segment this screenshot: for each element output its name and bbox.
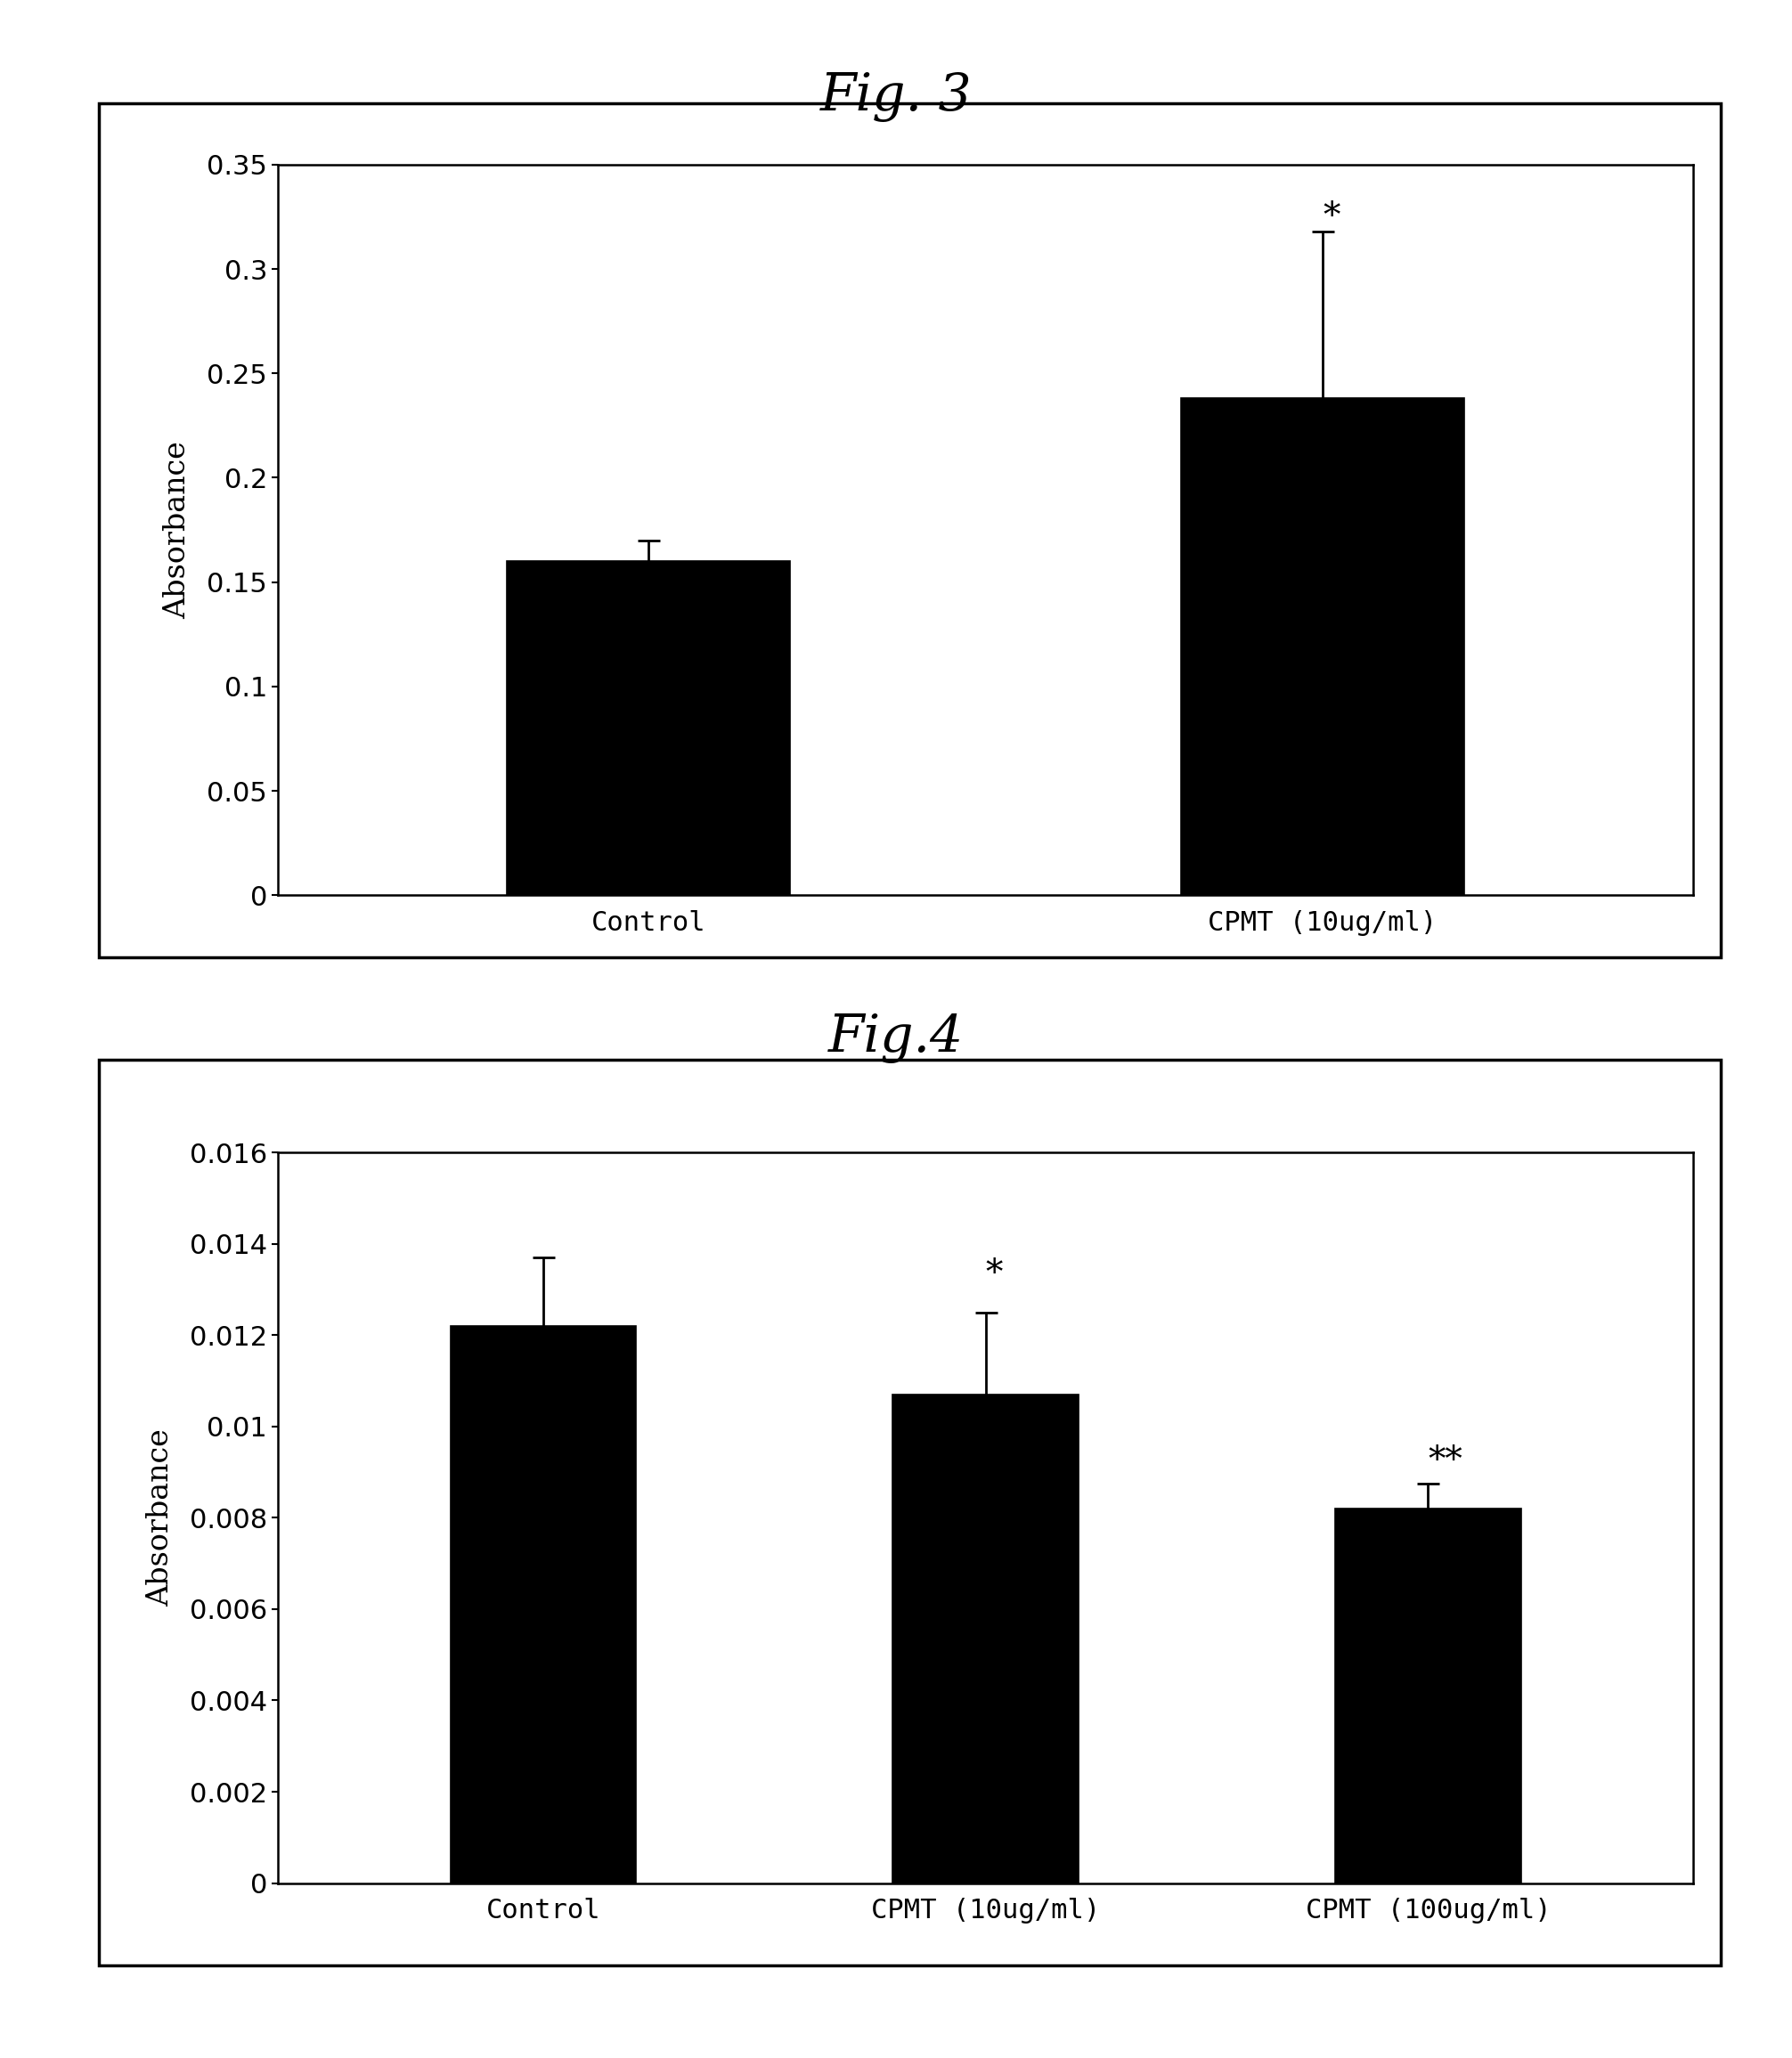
Y-axis label: Absorbance: Absorbance	[147, 1428, 174, 1607]
Bar	[1181, 399, 1464, 895]
Text: *: *	[1322, 200, 1340, 233]
Bar	[892, 1395, 1079, 1883]
Bar	[1335, 1509, 1521, 1883]
Text: Fig. 3: Fig. 3	[821, 72, 971, 121]
Bar	[507, 562, 790, 895]
Y-axis label: Absorbance: Absorbance	[163, 440, 192, 619]
Text: Fig.4: Fig.4	[828, 1013, 964, 1062]
Bar	[450, 1325, 636, 1883]
Text: *: *	[986, 1257, 1004, 1290]
Text: **: **	[1428, 1445, 1462, 1478]
